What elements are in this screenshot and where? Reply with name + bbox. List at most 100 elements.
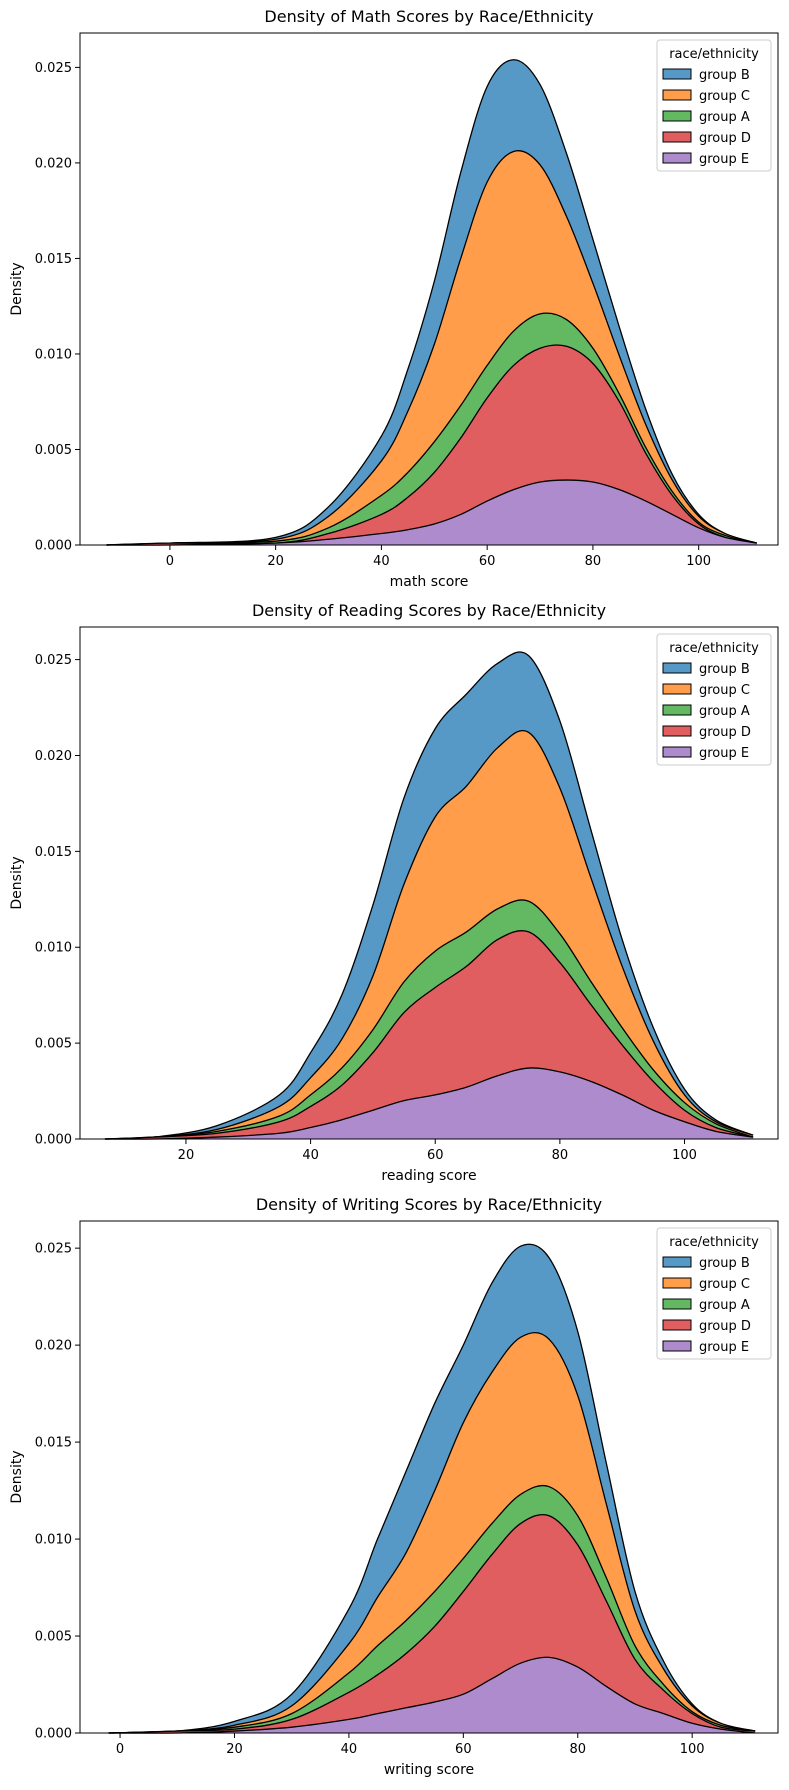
y-tick-label: 0.015 xyxy=(35,252,72,267)
area-group-e xyxy=(106,480,757,546)
legend-swatch-group-b xyxy=(662,68,692,80)
x-axis-label: reading score xyxy=(381,1168,476,1184)
y-axis-label: Density xyxy=(9,262,25,315)
legend-label-group-c: group C xyxy=(699,1277,750,1292)
legend: race/ethnicity group B group C group A group… xyxy=(656,633,772,766)
legend-label-group-d: group D xyxy=(699,1319,751,1334)
x-tick-label: 0 xyxy=(116,1742,124,1757)
legend-label-group-a: group A xyxy=(699,1298,750,1313)
legend-swatch-group-e xyxy=(662,746,692,758)
axes-frame xyxy=(79,1220,779,1734)
y-axis-label: Density xyxy=(9,856,25,909)
line-group-a xyxy=(108,1484,756,1734)
y-tick-label: 0.000 xyxy=(35,1133,72,1148)
x-tick-label: 60 xyxy=(479,554,496,569)
chart-2: Density of Reading Scores by Race/Ethnic… xyxy=(9,601,779,1184)
x-tick-label: 20 xyxy=(178,1148,195,1163)
x-tick-label: 60 xyxy=(427,1148,444,1163)
chart-3: Density of Writing Scores by Race/Ethnic… xyxy=(9,1195,779,1778)
y-tick-label: 0.010 xyxy=(35,1533,72,1548)
x-tick-label: 80 xyxy=(585,554,602,569)
line-group-e xyxy=(108,1656,756,1734)
y-tick-label: 0.015 xyxy=(35,1436,72,1451)
y-tick-label: 0.025 xyxy=(35,653,72,668)
legend-swatch-group-e xyxy=(662,152,692,164)
legend-swatch-group-d xyxy=(662,1319,692,1331)
line-group-b xyxy=(106,59,758,546)
y-tick-label: 0.020 xyxy=(35,156,72,171)
line-group-d xyxy=(108,1513,756,1734)
x-tick-label: 0 xyxy=(166,554,174,569)
y-tick-label: 0.020 xyxy=(35,749,72,764)
legend-swatch-group-c xyxy=(662,89,692,101)
legend: race/ethnicity group B group C group A group… xyxy=(656,39,772,172)
line-group-b xyxy=(104,651,754,1140)
legend: race/ethnicity group B group C group A group… xyxy=(656,1227,772,1360)
area-group-e xyxy=(104,1067,754,1140)
x-tick-label: 100 xyxy=(686,554,711,569)
legend-swatch-group-c xyxy=(662,683,692,695)
legend-label-group-a: group A xyxy=(699,704,750,719)
y-tick-label: 0.025 xyxy=(35,1242,72,1257)
legend-swatch-group-b xyxy=(662,1256,692,1268)
line-group-b xyxy=(108,1243,756,1734)
line-group-c xyxy=(106,150,758,546)
legend-label-group-e: group E xyxy=(699,152,749,167)
y-tick-label: 0.010 xyxy=(35,347,72,362)
x-tick-label: 20 xyxy=(267,554,284,569)
legend-label-group-d: group D xyxy=(699,725,751,740)
legend-swatch-group-a xyxy=(662,704,692,716)
y-tick-label: 0.005 xyxy=(35,1630,72,1645)
x-tick-label: 60 xyxy=(455,1742,472,1757)
area-group-e xyxy=(108,1657,756,1734)
legend-label-group-d: group D xyxy=(699,131,751,146)
legend-swatch-group-e xyxy=(662,1340,692,1352)
y-tick-label: 0.020 xyxy=(35,1339,72,1354)
legend-title: race/ethnicity xyxy=(669,1235,759,1250)
y-tick-label: 0.015 xyxy=(35,845,72,860)
line-group-d xyxy=(104,930,754,1140)
legend-swatch-group-c xyxy=(662,1277,692,1289)
axes-frame xyxy=(79,626,779,1140)
legend-swatch-group-b xyxy=(662,662,692,674)
x-tick-label: 20 xyxy=(226,1742,243,1757)
x-tick-label: 100 xyxy=(680,1742,705,1757)
y-tick-label: 0.000 xyxy=(35,1727,72,1742)
legend-swatch-group-d xyxy=(662,131,692,143)
y-tick-label: 0.005 xyxy=(35,1037,72,1052)
legend-label-group-b: group B xyxy=(699,662,750,677)
line-group-c xyxy=(108,1331,756,1734)
x-tick-label: 80 xyxy=(569,1742,586,1757)
legend-label-group-b: group B xyxy=(699,1256,750,1271)
y-tick-label: 0.000 xyxy=(35,539,72,554)
line-group-a xyxy=(106,312,758,546)
y-tick-label: 0.010 xyxy=(35,941,72,956)
line-group-e xyxy=(106,479,757,546)
legend-swatch-group-a xyxy=(662,110,692,122)
legend-label-group-b: group B xyxy=(699,68,750,83)
x-axis-label: writing score xyxy=(384,1762,474,1778)
y-tick-label: 0.025 xyxy=(35,61,72,76)
chart-title: Density of Math Scores by Race/Ethnicity xyxy=(264,7,593,26)
chart-1: Density of Math Scores by Race/Ethnicity… xyxy=(9,7,779,590)
legend-title: race/ethnicity xyxy=(669,641,759,656)
x-tick-label: 40 xyxy=(373,554,390,569)
x-tick-label: 40 xyxy=(302,1148,319,1163)
legend-label-group-e: group E xyxy=(699,1340,749,1355)
legend-label-group-c: group C xyxy=(699,89,750,104)
legend-label-group-c: group C xyxy=(699,683,750,698)
x-tick-label: 80 xyxy=(552,1148,569,1163)
axes-frame xyxy=(79,32,779,546)
line-group-e xyxy=(104,1067,754,1140)
y-axis-label: Density xyxy=(9,1450,25,1503)
legend-swatch-group-d xyxy=(662,725,692,737)
line-group-c xyxy=(104,730,754,1140)
legend-label-group-e: group E xyxy=(699,746,749,761)
x-tick-label: 40 xyxy=(341,1742,358,1757)
legend-swatch-group-a xyxy=(662,1298,692,1310)
x-axis-label: math score xyxy=(390,574,469,590)
line-group-a xyxy=(104,899,754,1140)
line-group-d xyxy=(106,344,757,546)
legend-title: race/ethnicity xyxy=(669,47,759,62)
